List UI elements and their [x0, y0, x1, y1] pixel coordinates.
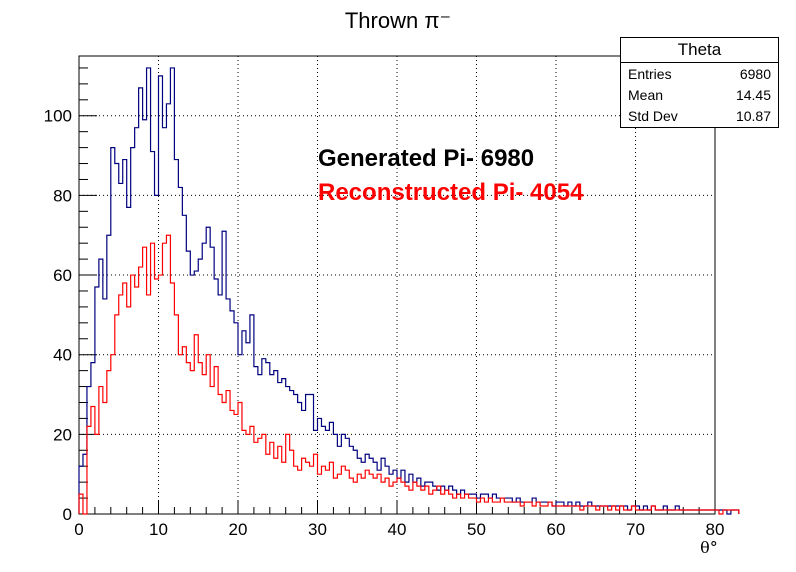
x-tick-label: 60: [547, 520, 566, 539]
y-tick-label: 20: [53, 425, 72, 444]
x-tick-label: 10: [149, 520, 168, 539]
x-tick-label: 50: [467, 520, 486, 539]
stats-label: Entries: [628, 66, 672, 82]
stats-value: 10.87: [735, 108, 771, 124]
stats-row-entries: Entries 6980: [621, 63, 778, 84]
x-tick-label: 80: [706, 520, 725, 539]
y-tick-label: 40: [53, 346, 72, 365]
chart-title: Thrown π⁻: [345, 8, 451, 33]
annotation-reconstructed: Reconstructed Pi- 4054: [318, 179, 584, 206]
series-generated: [78, 67, 740, 515]
x-tick-label: 20: [229, 520, 248, 539]
axis-ticks: [78, 67, 716, 515]
x-tick-label: 40: [388, 520, 407, 539]
stats-title: Theta: [621, 38, 778, 63]
x-tick-label: 0: [74, 520, 83, 539]
stats-value: 14.45: [735, 87, 771, 103]
stats-row-mean: Mean 14.45: [621, 84, 778, 105]
x-tick-label: 70: [626, 520, 645, 539]
stats-label: Std Dev: [628, 108, 678, 124]
x-tick-label: 30: [308, 520, 327, 539]
stats-box: Theta Entries 6980 Mean 14.45 Std Dev 10…: [620, 37, 779, 128]
tick-labels: 0 10 20 30 40 50 60 70 80 0 20 40 60 80 100: [44, 107, 725, 539]
histogram-series: [78, 67, 740, 515]
x-axis-label: θ°: [700, 538, 718, 557]
y-tick-label: 100: [44, 107, 72, 126]
annotation-generated: Generated Pi- 6980: [318, 145, 534, 172]
stats-label: Mean: [628, 87, 664, 103]
y-tick-label: 80: [53, 186, 72, 205]
y-tick-label: 60: [53, 266, 72, 285]
series-reconstructed: [78, 234, 740, 515]
stats-row-stddev: Std Dev 10.87: [621, 105, 778, 126]
stats-value: 6980: [739, 66, 771, 82]
y-tick-label: 0: [63, 505, 72, 524]
